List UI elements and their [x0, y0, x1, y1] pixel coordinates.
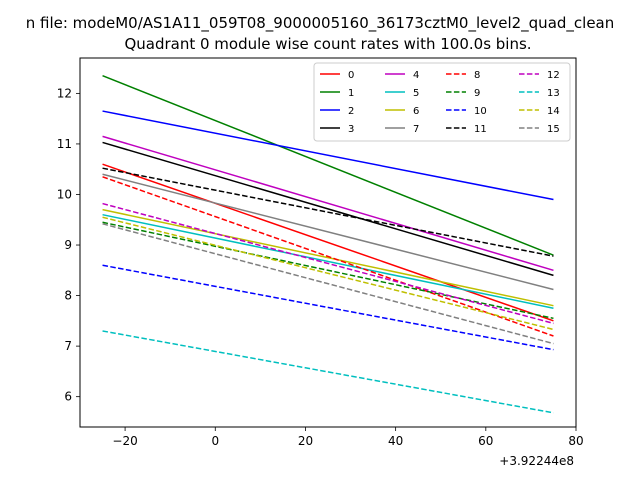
series-line-14 — [102, 216, 554, 331]
y-tick-label: 8 — [64, 289, 72, 303]
chart-title: Quadrant 0 module wise count rates with … — [124, 35, 531, 53]
x-tick-label: 60 — [478, 434, 493, 448]
y-tick-label: 7 — [64, 339, 72, 353]
legend-label-2: 2 — [348, 106, 354, 117]
legend-label-10: 10 — [474, 106, 487, 117]
legend-label-11: 11 — [474, 124, 487, 135]
x-offset-label: +3.92244e8 — [499, 454, 574, 468]
series-line-4 — [102, 135, 554, 272]
legend-frame — [313, 62, 571, 142]
y-tick-label: 10 — [57, 187, 72, 201]
legend-label-6: 6 — [413, 106, 419, 117]
legend-label-8: 8 — [474, 70, 480, 81]
legend-label-7: 7 — [413, 124, 419, 135]
series-line-1 — [102, 74, 554, 256]
series-line-5 — [102, 213, 554, 309]
series-line-12 — [102, 202, 554, 325]
x-axis-ticks: −20 0 20 40 60 80 — [112, 427, 584, 448]
series-line-3 — [102, 141, 554, 277]
series-line-15 — [102, 223, 554, 345]
series-line-2 — [102, 110, 554, 201]
x-tick-label: 0 — [211, 434, 219, 448]
legend-label-15: 15 — [547, 124, 560, 135]
legend-label-14: 14 — [547, 106, 560, 117]
y-tick-label: 12 — [57, 86, 72, 100]
legend-label-9: 9 — [474, 88, 480, 99]
legend-label-0: 0 — [348, 70, 354, 81]
series-line-13 — [102, 330, 554, 414]
series-line-9 — [102, 221, 554, 320]
x-tick-label: −20 — [112, 434, 137, 448]
x-tick-label: 20 — [298, 434, 313, 448]
legend-label-4: 4 — [413, 70, 419, 81]
series-line-0 — [102, 163, 554, 322]
y-tick-label: 11 — [57, 137, 72, 151]
series-line-10 — [102, 264, 554, 351]
legend-label-13: 13 — [547, 88, 560, 99]
plot-lines — [102, 74, 554, 414]
series-line-7 — [102, 173, 554, 291]
legend-label-12: 12 — [547, 70, 560, 81]
plot-frame — [79, 57, 577, 428]
y-tick-label: 6 — [64, 390, 72, 404]
x-tick-label: 80 — [568, 434, 583, 448]
series-line-11 — [102, 167, 554, 257]
chart-suptitle: n file: modeM0/AS1A11_059T08_9000005160_… — [26, 14, 615, 33]
series-line-8 — [102, 176, 554, 337]
legend-label-1: 1 — [348, 88, 354, 99]
x-tick-label: 40 — [388, 434, 403, 448]
y-axis-ticks: 6 7 8 9 10 11 12 — [57, 86, 80, 404]
legend-label-5: 5 — [413, 88, 419, 99]
series-line-6 — [102, 208, 554, 307]
y-tick-label: 9 — [64, 238, 72, 252]
legend-label-3: 3 — [348, 124, 354, 135]
